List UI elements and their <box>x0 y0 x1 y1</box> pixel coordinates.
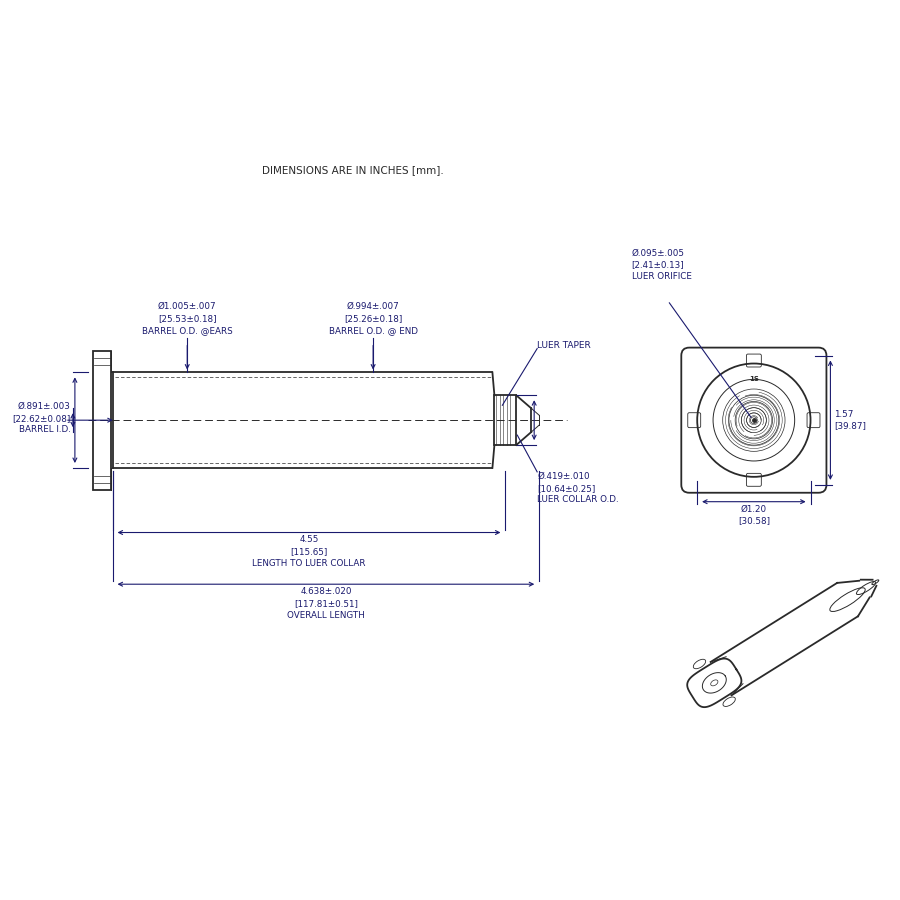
Text: Ø.891±.003
[22.62±0.08]
BARREL I.D.: Ø.891±.003 [22.62±0.08] BARREL I.D. <box>13 402 71 435</box>
Text: 1.57
[39.87]: 1.57 [39.87] <box>834 410 867 430</box>
Text: Ø.994±.007
[25.26±0.18]
BARREL O.D. @ END: Ø.994±.007 [25.26±0.18] BARREL O.D. @ EN… <box>328 302 418 335</box>
Text: DIMENSIONS ARE IN INCHES [mm].: DIMENSIONS ARE IN INCHES [mm]. <box>263 165 444 175</box>
Text: Ø.419±.010
[10.64±0.25]
LUER COLLAR O.D.: Ø.419±.010 [10.64±0.25] LUER COLLAR O.D. <box>537 472 619 505</box>
Text: LUER TAPER: LUER TAPER <box>537 341 591 350</box>
Text: Ø1.005±.007
[25.53±0.18]
BARREL O.D. @EARS: Ø1.005±.007 [25.53±0.18] BARREL O.D. @EA… <box>142 302 232 335</box>
Text: 1S: 1S <box>749 376 759 382</box>
Bar <box>494 395 517 445</box>
Bar <box>93 351 111 490</box>
Text: Ø1.20
[30.58]: Ø1.20 [30.58] <box>738 505 770 526</box>
Text: 4.638±.020
[117.81±0.51]
OVERALL LENGTH: 4.638±.020 [117.81±0.51] OVERALL LENGTH <box>287 587 365 620</box>
Text: Ø.095±.005
[2.41±0.13]
LUER ORIFICE: Ø.095±.005 [2.41±0.13] LUER ORIFICE <box>632 248 691 281</box>
Text: 4.55
[115.65]
LENGTH TO LUER COLLAR: 4.55 [115.65] LENGTH TO LUER COLLAR <box>252 536 365 568</box>
